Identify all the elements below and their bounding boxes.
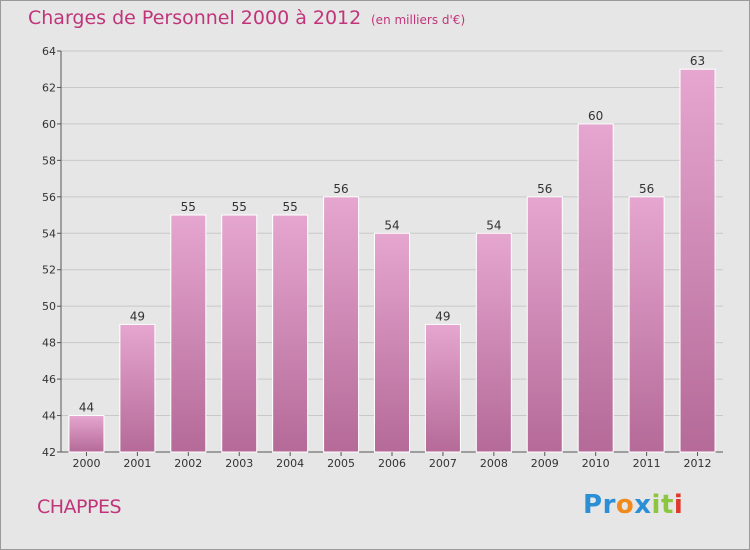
bar <box>526 196 563 453</box>
data-label: 56 <box>333 182 348 196</box>
bar <box>68 415 105 453</box>
bar <box>272 214 309 453</box>
bar <box>679 68 716 453</box>
data-label: 49 <box>130 309 145 323</box>
bar <box>475 232 512 453</box>
x-tick-label: 2007 <box>429 457 457 470</box>
data-label: 63 <box>690 54 705 68</box>
proxiti-logo[interactable]: Proxiti <box>583 490 683 520</box>
x-tick-label: 2006 <box>378 457 406 470</box>
x-tick-label: 2010 <box>582 457 610 470</box>
data-label: 54 <box>384 218 399 232</box>
x-tick-label: 2011 <box>633 457 661 470</box>
y-tick-label: 54 <box>42 227 56 240</box>
bar <box>577 123 614 453</box>
bar <box>170 214 207 453</box>
y-tick-label: 50 <box>42 300 56 313</box>
y-tick-label: 56 <box>42 191 56 204</box>
y-tick-label: 42 <box>42 446 56 459</box>
data-label: 55 <box>283 200 298 214</box>
x-tick-label: 2012 <box>684 457 712 470</box>
x-tick-label: 2008 <box>480 457 508 470</box>
logo-letter: i <box>651 490 661 520</box>
y-tick-label: 44 <box>42 410 56 423</box>
y-tick-label: 62 <box>42 81 56 94</box>
bar <box>374 232 410 453</box>
logo-letter: x <box>634 490 652 520</box>
x-tick-label: 2005 <box>327 457 355 470</box>
data-label: 44 <box>79 401 94 415</box>
logo-letter: P <box>583 490 603 520</box>
y-tick-label: 48 <box>42 337 56 350</box>
x-tick-label: 2003 <box>225 457 253 470</box>
y-tick-label: 58 <box>42 154 56 167</box>
y-tick-label: 60 <box>42 118 56 131</box>
commune-name: CHAPPES <box>37 496 122 518</box>
data-label: 49 <box>435 309 450 323</box>
x-tick-label: 2000 <box>72 457 100 470</box>
chart-subtitle: (en milliers d'€) <box>371 13 466 27</box>
logo-letter: i <box>673 490 684 520</box>
data-label: 55 <box>232 200 247 214</box>
data-label: 56 <box>537 182 552 196</box>
bar <box>628 196 665 453</box>
bar <box>221 214 258 453</box>
data-label: 54 <box>486 218 501 232</box>
chart-title: Charges de Personnel 2000 à 2012 <box>28 7 362 29</box>
data-label: 55 <box>181 200 196 214</box>
x-tick-label: 2001 <box>123 457 151 470</box>
logo-letter: t <box>660 490 674 520</box>
y-tick-label: 52 <box>42 264 56 277</box>
logo-letter: o <box>615 490 635 520</box>
y-tick-label: 64 <box>42 45 56 58</box>
data-label: 60 <box>588 109 603 123</box>
x-tick-label: 2004 <box>276 457 304 470</box>
data-label: 56 <box>639 182 654 196</box>
y-tick-label: 46 <box>42 373 56 386</box>
x-tick-label: 2009 <box>531 457 559 470</box>
bar <box>424 323 461 453</box>
x-tick-label: 2002 <box>174 457 202 470</box>
bar <box>323 196 360 453</box>
bar <box>119 323 156 453</box>
logo-letter: r <box>602 490 616 520</box>
